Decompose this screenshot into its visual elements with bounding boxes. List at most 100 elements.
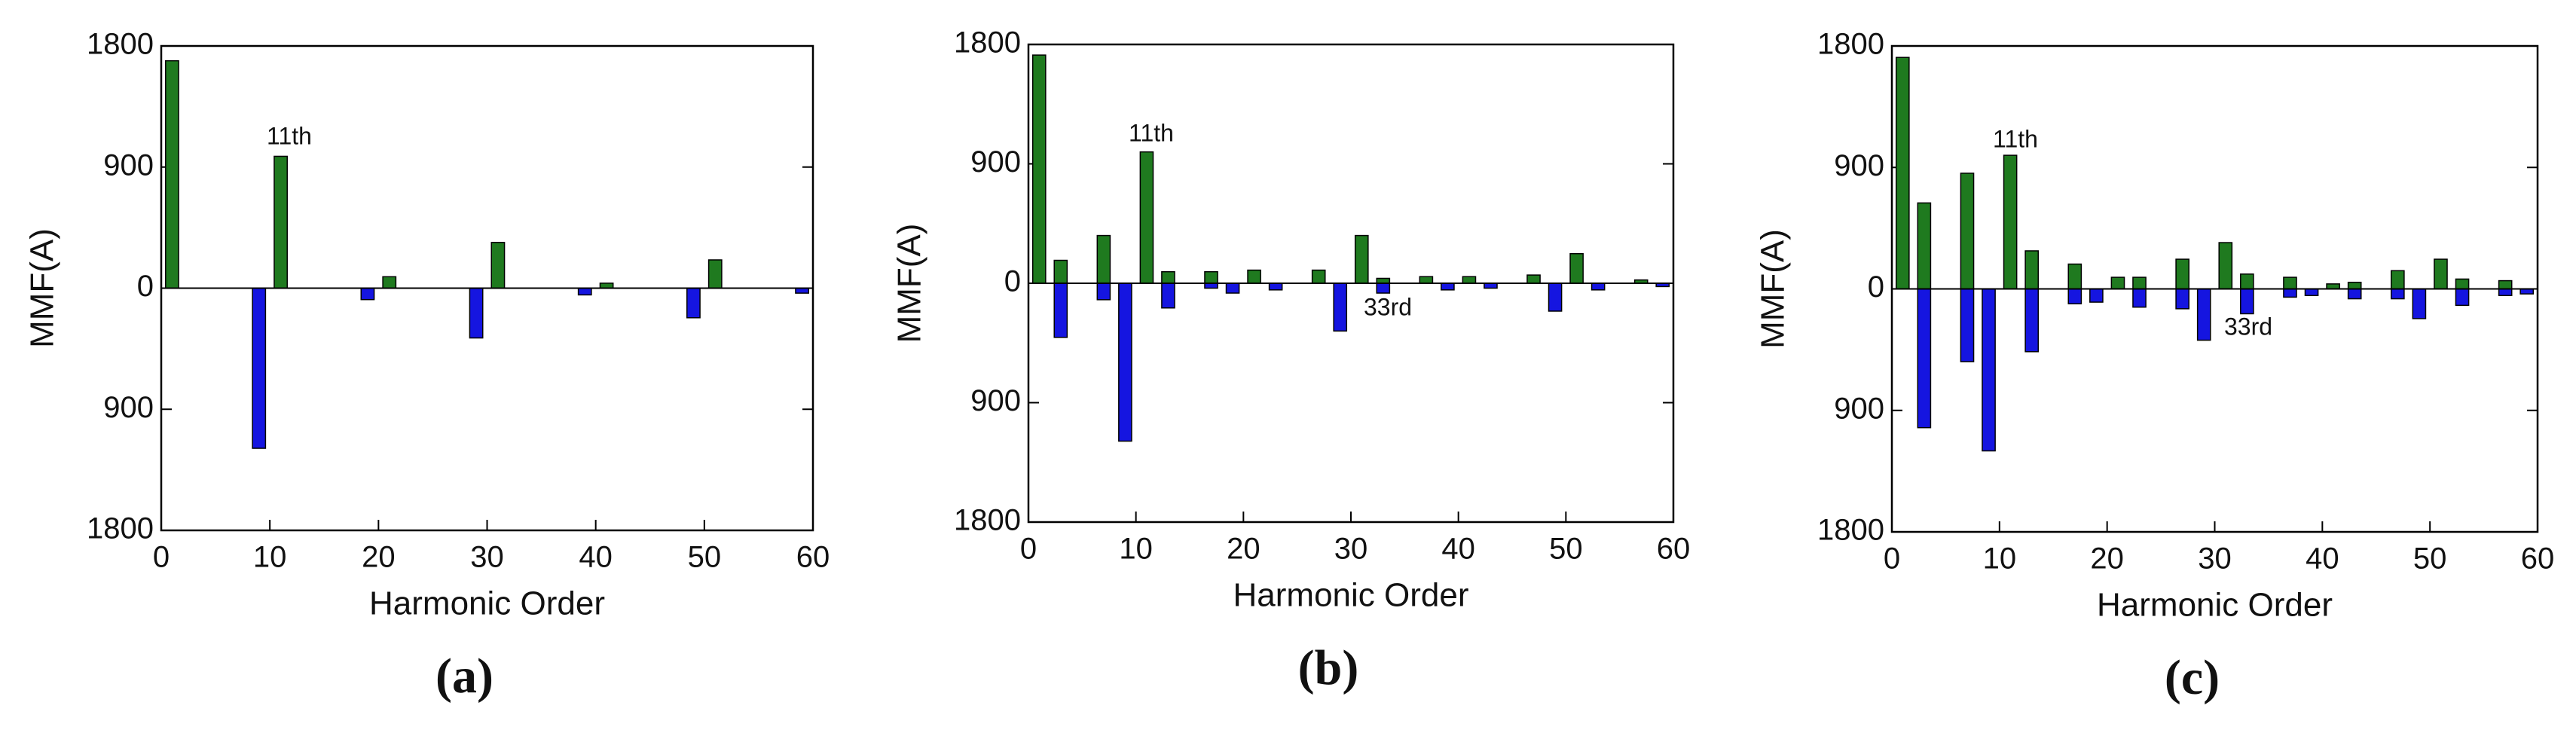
bar <box>2067 288 2082 304</box>
x-tick-label: 20 <box>362 541 396 574</box>
y-tick-label: 900 <box>970 145 1021 179</box>
x-tick-label: 10 <box>1983 542 2017 576</box>
y-tick-label: 0 <box>1868 270 1884 304</box>
bar <box>2455 278 2470 290</box>
bar <box>1376 283 1391 294</box>
bar <box>2390 288 2405 300</box>
y-tick-label: 1800 <box>954 504 1021 537</box>
x-tick-label: 20 <box>1227 533 1260 566</box>
bar <box>2110 276 2125 290</box>
bar <box>2434 258 2448 290</box>
bar <box>2498 279 2513 290</box>
y-tick-label: 900 <box>970 384 1021 417</box>
bar <box>2390 270 2405 290</box>
bar <box>469 287 484 339</box>
bar <box>1569 252 1584 284</box>
panel-caption: (c) <box>2165 650 2220 705</box>
bar <box>1982 288 1996 452</box>
x-tick-label: 40 <box>1441 533 1475 566</box>
y-axis-title: MMF(A) <box>24 228 61 348</box>
y-axis-title: MMF(A) <box>891 224 928 344</box>
plot-frame <box>1890 44 2539 533</box>
bar <box>1960 173 1975 290</box>
annotation: 33rd <box>1364 293 1412 320</box>
bar <box>577 287 592 296</box>
y-tick-label: 1800 <box>87 512 154 545</box>
x-tick-label: 60 <box>2521 542 2555 576</box>
plot-frame <box>160 44 814 532</box>
bar <box>2283 288 2297 298</box>
bar <box>1441 283 1455 291</box>
panel-caption: (b) <box>1298 640 1359 695</box>
annotation: 11th <box>1129 119 1174 146</box>
x-tick-label: 10 <box>1119 533 1153 566</box>
x-tick-label: 30 <box>470 541 504 574</box>
y-tick-label: 0 <box>137 270 154 303</box>
bar <box>1333 283 1348 332</box>
y-tick-label: 900 <box>1834 392 1884 425</box>
bar <box>2024 288 2040 353</box>
bar <box>1311 269 1326 284</box>
bar <box>1096 283 1111 301</box>
x-axis-title: Harmonic Order <box>2097 587 2333 624</box>
x-tick-label: 0 <box>153 541 170 574</box>
bar <box>273 155 288 289</box>
y-tick-label: 900 <box>103 148 154 182</box>
bar <box>707 259 723 289</box>
bar <box>1053 259 1068 284</box>
bar <box>1419 276 1434 284</box>
bar <box>1917 288 1932 429</box>
bar <box>490 242 506 289</box>
x-tick-label: 50 <box>1549 533 1583 566</box>
bar <box>2498 288 2513 297</box>
bar <box>686 287 701 319</box>
bar <box>2347 288 2362 300</box>
y-tick-label: 1800 <box>954 26 1021 60</box>
bar <box>1548 283 1563 312</box>
y-axis-title: MMF(A) <box>1755 229 1792 349</box>
bar <box>2024 250 2040 290</box>
y-tick-label: 1800 <box>1817 28 1884 61</box>
y-tick-label: 1800 <box>1817 514 1884 547</box>
y-tick-label: 900 <box>103 391 154 424</box>
bar <box>1031 54 1047 284</box>
bar <box>2347 281 2362 290</box>
bar <box>1960 288 1975 362</box>
bar <box>2132 288 2147 308</box>
bar <box>252 287 267 449</box>
bar <box>1161 283 1175 309</box>
bar <box>2218 242 2233 290</box>
x-tick-label: 60 <box>1657 533 1691 566</box>
bar <box>1354 234 1369 284</box>
x-tick-label: 50 <box>688 541 722 574</box>
x-tick-label: 20 <box>2090 542 2124 576</box>
bar <box>1118 283 1132 442</box>
x-tick-label: 10 <box>253 541 287 574</box>
bar <box>2175 288 2189 310</box>
bar <box>2240 288 2254 315</box>
bar <box>2003 154 2018 290</box>
x-tick-label: 40 <box>2306 542 2339 576</box>
bar <box>165 60 179 289</box>
bar <box>1462 276 1477 284</box>
x-tick-label: 40 <box>579 541 613 574</box>
bar <box>1591 283 1606 291</box>
bar <box>1247 269 1261 284</box>
bar <box>1268 283 1283 291</box>
x-tick-label: 0 <box>1020 533 1037 566</box>
bar <box>360 287 375 301</box>
bar <box>1225 283 1240 294</box>
x-tick-label: 50 <box>2413 542 2447 576</box>
bar <box>2067 263 2082 290</box>
bar <box>1917 202 1932 290</box>
bar <box>1053 283 1068 338</box>
bar <box>1895 57 1910 290</box>
bar <box>382 276 397 289</box>
x-axis-title: Harmonic Order <box>369 585 605 622</box>
bar <box>1139 151 1154 284</box>
bar <box>2175 258 2189 290</box>
bar <box>1526 274 1541 284</box>
bar <box>2455 288 2470 307</box>
x-tick-label: 60 <box>796 541 830 574</box>
